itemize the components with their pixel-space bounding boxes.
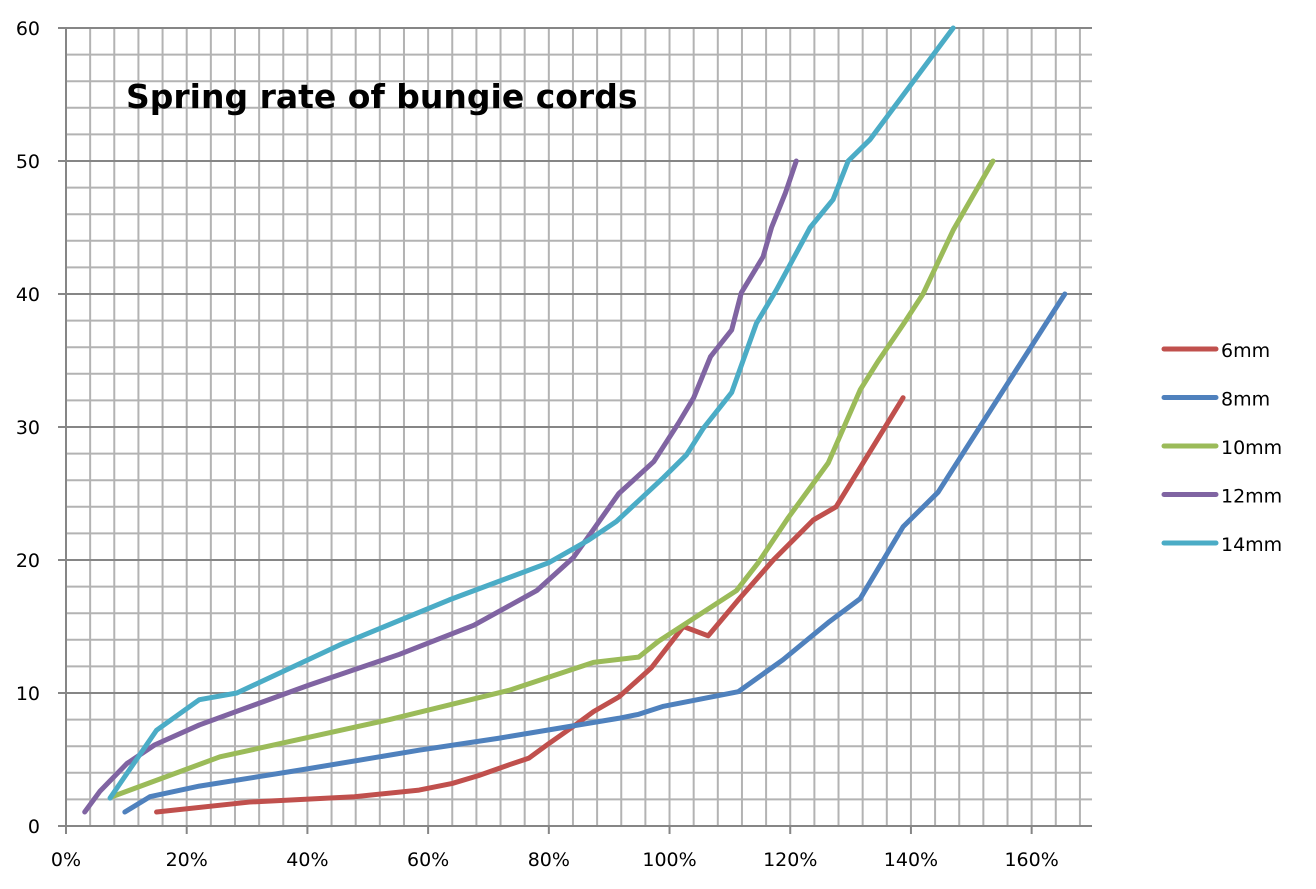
chart-title: Spring rate of bungie cords: [126, 77, 637, 116]
y-tick-label: 50: [16, 151, 40, 173]
series-line-14mm: [107, 25, 956, 801]
x-tick-label: 160%: [1004, 849, 1058, 871]
series-line-8mm: [122, 291, 1068, 815]
grid: [66, 27, 1092, 826]
y-tick-label: 10: [16, 683, 40, 705]
x-tick-label: 60%: [407, 849, 449, 871]
y-tick-label: 30: [16, 417, 40, 439]
legend-label-14mm: 14mm: [1221, 534, 1282, 556]
y-tick-label: 20: [16, 550, 40, 572]
series-line-12mm: [82, 158, 799, 815]
legend: 6mm 8mm 10mm 12mm 14mm: [1161, 340, 1282, 556]
axes: 0 10 20 30 40 50 60 0% 20% 40% 60% 80% 100% 120% 140% 1…: [16, 18, 1092, 871]
legend-label-10mm: 10mm: [1221, 437, 1282, 459]
x-tick-label: 20%: [166, 849, 208, 871]
y-tick-label: 0: [28, 816, 40, 838]
x-tick-label: 140%: [884, 849, 938, 871]
y-tick-label: 60: [16, 18, 40, 40]
y-tick-label: 40: [16, 284, 40, 306]
legend-label-6mm: 6mm: [1221, 340, 1270, 362]
x-tick-label: 100%: [642, 849, 696, 871]
x-tick-label: 80%: [528, 849, 570, 871]
series-line-6mm: [154, 395, 906, 815]
legend-label-12mm: 12mm: [1221, 486, 1282, 508]
series-group: [82, 25, 1068, 815]
legend-label-8mm: 8mm: [1221, 389, 1270, 411]
series-line-10mm: [109, 158, 996, 800]
x-tick-label: 120%: [763, 849, 817, 871]
x-tick-label: 40%: [286, 849, 328, 871]
x-tick-label: 0%: [51, 849, 81, 871]
